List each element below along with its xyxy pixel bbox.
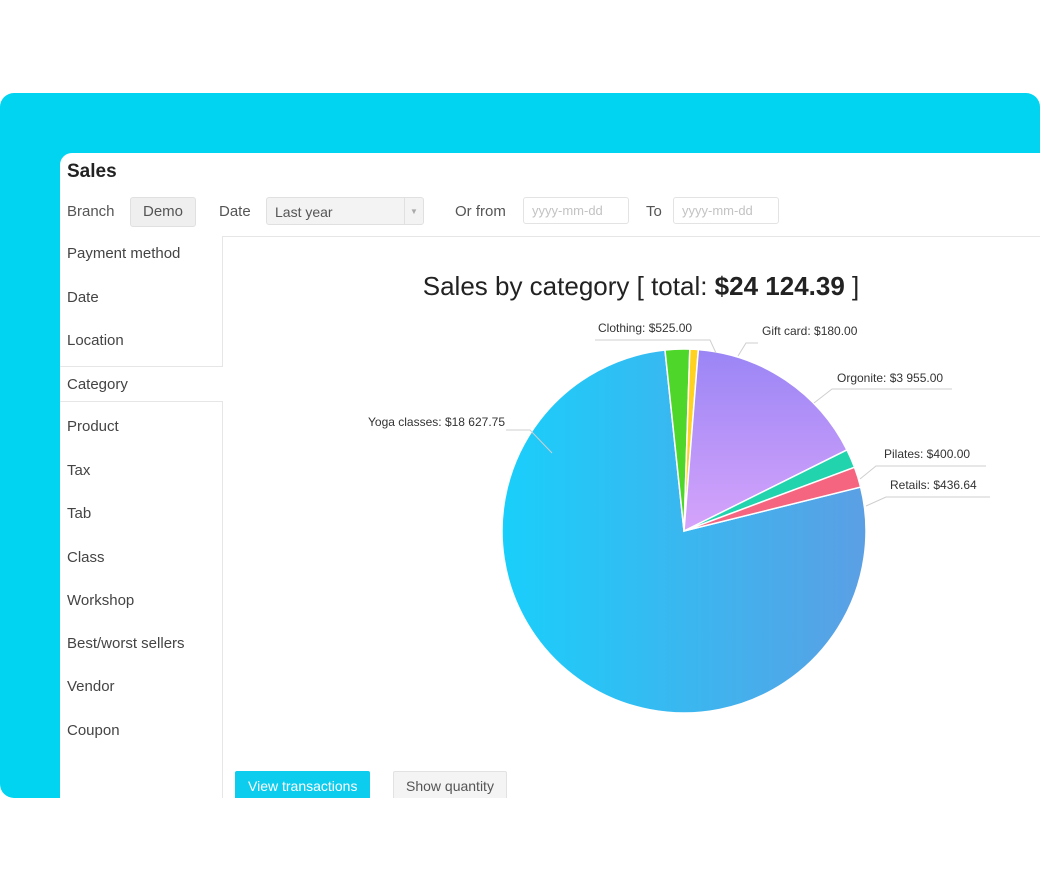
sidebar-item-tax[interactable]: Tax — [67, 462, 91, 479]
report-sidebar: Payment method Date Location Category Pr… — [60, 237, 223, 798]
sidebar-item-vendor[interactable]: Vendor — [67, 678, 115, 695]
pie-leader-line — [595, 339, 717, 354]
branch-chip[interactable]: Demo — [130, 197, 197, 227]
to-date-input[interactable] — [673, 197, 779, 224]
sidebar-item-date[interactable]: Date — [67, 289, 99, 306]
sidebar-item-workshop[interactable]: Workshop — [67, 592, 135, 609]
date-label: Date — [219, 203, 251, 220]
date-select[interactable]: Last year ▼ — [266, 197, 424, 225]
sidebar-item-tab[interactable]: Tab — [67, 505, 92, 522]
pie-slice-orgonite[interactable] — [683, 348, 848, 533]
pie-slice-retails[interactable] — [683, 466, 862, 532]
pie-leader-line — [737, 342, 758, 357]
pie-leader-line — [506, 429, 553, 454]
chart-title-suffix: ] — [844, 271, 860, 301]
from-label: Or from — [455, 203, 506, 220]
sidebar-item-payment-method[interactable]: Payment method — [67, 245, 181, 262]
sidebar-item-best-worst-sellers[interactable]: Best/worst sellers — [67, 635, 185, 652]
sidebar-item-product[interactable]: Product — [67, 418, 119, 435]
pie-leader-line — [865, 496, 990, 507]
divider — [222, 236, 1040, 237]
filter-bar: Branch Demo Date Last year ▼ Or from To — [67, 197, 1040, 229]
pie-label-yoga-classes: Yoga classes: $18 627.75 — [368, 415, 505, 429]
sidebar-item-class[interactable]: Class — [67, 549, 105, 566]
pie-leader-line — [859, 465, 986, 480]
to-label: To — [646, 203, 662, 220]
pie-chart: Yoga classes: $18 627.75 Clothing: $525.0… — [368, 321, 990, 714]
chart-title-prefix: Sales by category [ total: — [422, 271, 715, 301]
pie-label-retails: Retails: $436.64 — [890, 478, 977, 492]
pie-label-orgonite: Orgonite: $3 955.00 — [837, 371, 943, 385]
branch-label: Branch — [67, 203, 115, 220]
sidebar-item-coupon[interactable]: Coupon — [67, 722, 120, 739]
pie-label-pilates: Pilates: $400.00 — [884, 447, 970, 461]
sidebar-item-location[interactable]: Location — [67, 332, 124, 349]
pie-label-clothing: Clothing: $525.00 — [598, 321, 692, 335]
pie-leader-line — [813, 388, 952, 404]
sales-panel: Sales Branch Demo Date Last year ▼ Or fr… — [60, 153, 1040, 798]
pie-label-gift-card: Gift card: $180.00 — [762, 324, 858, 338]
sidebar-item-category[interactable]: Category — [60, 366, 223, 402]
chart-title: Sales by category [ total: $24 124.39 ] — [222, 271, 1040, 302]
date-select-value: Last year — [275, 204, 333, 220]
chevron-down-icon: ▼ — [404, 198, 423, 224]
page-title: Sales — [67, 161, 117, 182]
from-date-input[interactable] — [523, 197, 629, 224]
show-quantity-button[interactable]: Show quantity — [393, 771, 507, 798]
view-transactions-button[interactable]: View transactions — [235, 771, 371, 798]
chart-title-total: $24 124.39 — [714, 271, 845, 301]
